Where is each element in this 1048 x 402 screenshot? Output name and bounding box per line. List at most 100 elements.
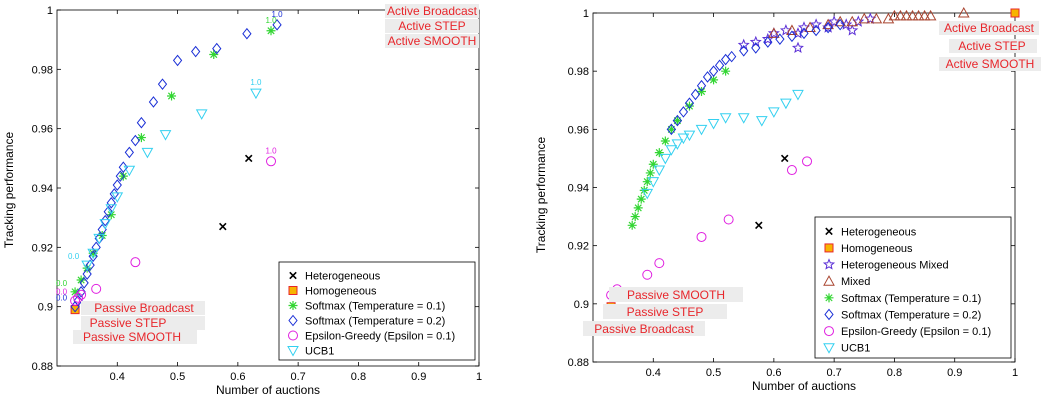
series-ucb1 <box>81 88 262 272</box>
data-point <box>767 27 780 39</box>
data-point <box>780 98 792 110</box>
data-point <box>696 79 707 92</box>
data-point <box>659 153 672 165</box>
y-tick-label: 0.98 <box>568 66 589 78</box>
legend-marker <box>288 286 298 295</box>
series-softmax-temperature-0-1 <box>70 26 276 297</box>
point-label: 1.0 <box>250 78 262 87</box>
data-point <box>707 119 720 130</box>
legend-marker <box>822 258 836 270</box>
legend-label: Heterogeneous <box>841 226 917 238</box>
annotation-line: Active STEP <box>958 39 1025 53</box>
data-point <box>739 45 749 57</box>
data-point <box>73 292 84 303</box>
data-point <box>835 18 845 31</box>
data-point <box>118 171 128 181</box>
data-point <box>888 9 901 21</box>
annotation-line: Active SMOOTH <box>388 34 477 48</box>
data-point <box>677 133 690 145</box>
y-tick-label: 0.98 <box>32 64 53 76</box>
data-point <box>660 136 670 146</box>
legend-marker <box>288 330 298 341</box>
data-point <box>630 212 640 222</box>
data-point <box>719 113 732 124</box>
annotation-line: Passive STEP <box>90 316 167 330</box>
data-point <box>809 18 823 30</box>
data-point <box>697 87 707 97</box>
data-point <box>266 156 277 167</box>
x-tick-label: 0.9 <box>947 367 962 379</box>
point-label: 1.0 <box>265 146 277 155</box>
legend-marker <box>824 293 834 303</box>
data-point <box>763 36 773 48</box>
data-point <box>91 283 102 294</box>
point-label: 1.0 <box>265 16 277 25</box>
data-point <box>672 116 682 126</box>
data-point <box>195 109 208 120</box>
data-point <box>130 134 141 147</box>
left-point-labels: 1.01.01.01.00.00.00.00.0 <box>56 10 283 303</box>
data-point <box>266 26 276 36</box>
data-point <box>804 21 816 33</box>
data-point <box>93 233 106 245</box>
data-point <box>88 250 98 263</box>
series-heterogeneous <box>755 154 789 230</box>
data-point <box>906 9 919 21</box>
right-x-axis-label: Number of auctions <box>752 379 856 393</box>
data-point <box>219 222 227 231</box>
data-point <box>76 289 87 300</box>
series-heterogeneous <box>219 154 253 231</box>
x-tick-label: 0.7 <box>826 367 841 379</box>
right-data-marks <box>606 6 1020 312</box>
legend-marker <box>824 243 834 253</box>
data-point <box>130 257 141 268</box>
point-label: 1.0 <box>271 10 283 19</box>
data-point <box>85 259 95 271</box>
data-point <box>100 214 110 227</box>
data-point <box>690 88 701 101</box>
y-tick-label: 0.92 <box>568 241 589 253</box>
left-chart: 0.4 0.5 0.6 0.7 0.8 0.9 1 0.88 0.9 0.92 0.94 0.96 0.… <box>2 4 482 397</box>
data-point <box>708 65 719 77</box>
legend-label: Homogeneous <box>841 243 913 255</box>
left-axis-ticks: 0.4 0.5 0.6 0.7 0.8 0.9 1 0.88 0.9 0.92 0.94 0.96 0.… <box>32 5 482 383</box>
data-point <box>191 45 201 58</box>
data-point <box>118 161 128 174</box>
data-point <box>87 248 100 260</box>
annotation-line: Active SMOOTH <box>946 57 1035 71</box>
legend-item-heterogeneous: Heterogeneous <box>825 226 917 238</box>
right-axis-ticks: 0.4 0.5 0.6 0.7 0.8 0.9 1 0.88 0.9 0.92 0.94 0.96 0.… <box>568 8 1018 379</box>
data-point <box>82 263 92 273</box>
data-point <box>124 146 134 159</box>
data-point <box>167 91 177 101</box>
data-point <box>103 205 113 218</box>
data-point <box>70 287 80 297</box>
legend-item-ucb1: UCB1 <box>823 343 870 355</box>
annotation-line: Passive STEP <box>627 305 704 319</box>
y-tick-label: 0.94 <box>32 183 53 195</box>
data-point <box>157 78 168 90</box>
legend-item-softmax-temperature-0-1: Softmax (Temperature = 0.1) <box>824 293 981 305</box>
data-point <box>823 21 833 34</box>
y-tick-label: 0.88 <box>568 357 589 369</box>
data-point <box>684 97 695 109</box>
data-point <box>846 15 859 27</box>
legend-item-ucb1: UCB1 <box>287 346 334 358</box>
data-point <box>792 89 804 101</box>
x-tick-label: 0.6 <box>230 371 245 383</box>
data-point <box>82 268 92 280</box>
data-point <box>858 12 871 24</box>
data-point <box>272 19 282 31</box>
y-tick-label: 0.9 <box>574 299 589 311</box>
data-point <box>99 219 112 230</box>
data-point <box>148 96 159 108</box>
data-point <box>636 194 646 204</box>
legend-label: Epsilon-Greedy (Epsilon = 0.1) <box>841 326 991 338</box>
data-point <box>894 9 907 21</box>
annotation-line: Active Broadcast <box>387 4 478 18</box>
data-point <box>250 88 262 100</box>
legend-item-heterogeneous-mixed: Heterogeneous Mixed <box>822 258 949 272</box>
point-label: 0.0 <box>56 288 68 297</box>
data-point <box>209 50 219 59</box>
